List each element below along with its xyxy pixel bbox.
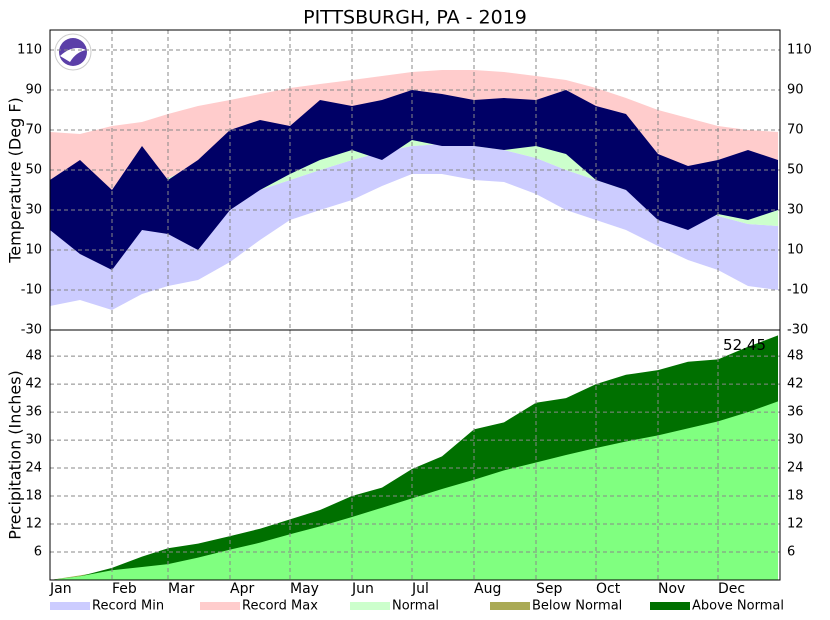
y-tick-label: 110 xyxy=(787,43,812,58)
y-tick-label: 18 xyxy=(25,489,42,504)
y-tick-label: 6 xyxy=(34,545,42,560)
x-tick-label: Sep xyxy=(536,581,563,597)
plot-frame xyxy=(49,329,781,581)
x-tick-label: Jul xyxy=(411,581,429,597)
y-tick-label: 42 xyxy=(787,377,804,392)
y-tick-label: 24 xyxy=(787,461,804,476)
y-tick-label: 30 xyxy=(787,433,804,448)
legend-swatch xyxy=(350,602,390,610)
y-tick-label: -10 xyxy=(21,283,42,298)
y-tick-label: 18 xyxy=(787,489,804,504)
y-tick-label: 36 xyxy=(25,405,42,420)
y-tick-label: 90 xyxy=(787,83,804,98)
y-tick-label: 110 xyxy=(17,43,42,58)
legend-swatch xyxy=(650,602,690,610)
legend-label: Above Normal xyxy=(692,599,784,614)
y-tick-label: 48 xyxy=(25,349,42,364)
y-tick-label: 50 xyxy=(787,163,804,178)
y-tick-label: 24 xyxy=(25,461,42,476)
x-tick-label: Feb xyxy=(112,581,137,597)
legend-label: Record Max xyxy=(242,599,318,614)
legend-swatch xyxy=(50,602,90,610)
y-tick-label: -10 xyxy=(787,283,808,298)
legend-label: Normal xyxy=(392,599,439,614)
y-axis-label: Temperature (Deg F) xyxy=(6,97,25,264)
legend-label: Below Normal xyxy=(532,599,622,614)
x-tick-label: Jun xyxy=(351,581,374,597)
legend-swatch xyxy=(490,602,530,610)
y-tick-label: 12 xyxy=(25,517,42,532)
y-tick-label: 90 xyxy=(25,83,42,98)
x-tick-label: Apr xyxy=(230,581,254,597)
y-tick-label: 42 xyxy=(25,377,42,392)
legend-swatch xyxy=(200,602,240,610)
y-tick-label: 48 xyxy=(787,349,804,364)
y-tick-label: 70 xyxy=(25,123,42,138)
y-tick-label: 6 xyxy=(787,545,795,560)
x-tick-label: Jan xyxy=(49,581,72,597)
y-tick-label: 12 xyxy=(787,517,804,532)
y-tick-label: 50 xyxy=(25,163,42,178)
y-tick-label: -30 xyxy=(787,323,808,338)
y-tick-label: 30 xyxy=(25,433,42,448)
x-tick-label: Nov xyxy=(658,581,685,597)
y-tick-label: 10 xyxy=(787,243,804,258)
x-tick-label: Oct xyxy=(596,581,621,597)
total-label: 52.45 xyxy=(723,336,766,354)
x-tick-label: Mar xyxy=(168,581,195,597)
x-tick-label: May xyxy=(290,581,319,597)
y-tick-label: 30 xyxy=(25,203,42,218)
y-tick-label: 30 xyxy=(787,203,804,218)
y-tick-label: 10 xyxy=(25,243,42,258)
x-tick-label: Dec xyxy=(718,581,745,597)
logo xyxy=(54,33,92,71)
chart-title: PITTSBURGH, PA - 2019 xyxy=(303,7,527,29)
logo-bird xyxy=(60,48,86,62)
legend-label: Record Min xyxy=(92,599,164,614)
y-axis-label: Precipitation (Inches) xyxy=(6,370,25,540)
y-tick-label: -30 xyxy=(21,323,42,338)
y-tick-label: 36 xyxy=(787,405,804,420)
y-tick-label: 70 xyxy=(787,123,804,138)
x-tick-label: Aug xyxy=(474,581,501,597)
